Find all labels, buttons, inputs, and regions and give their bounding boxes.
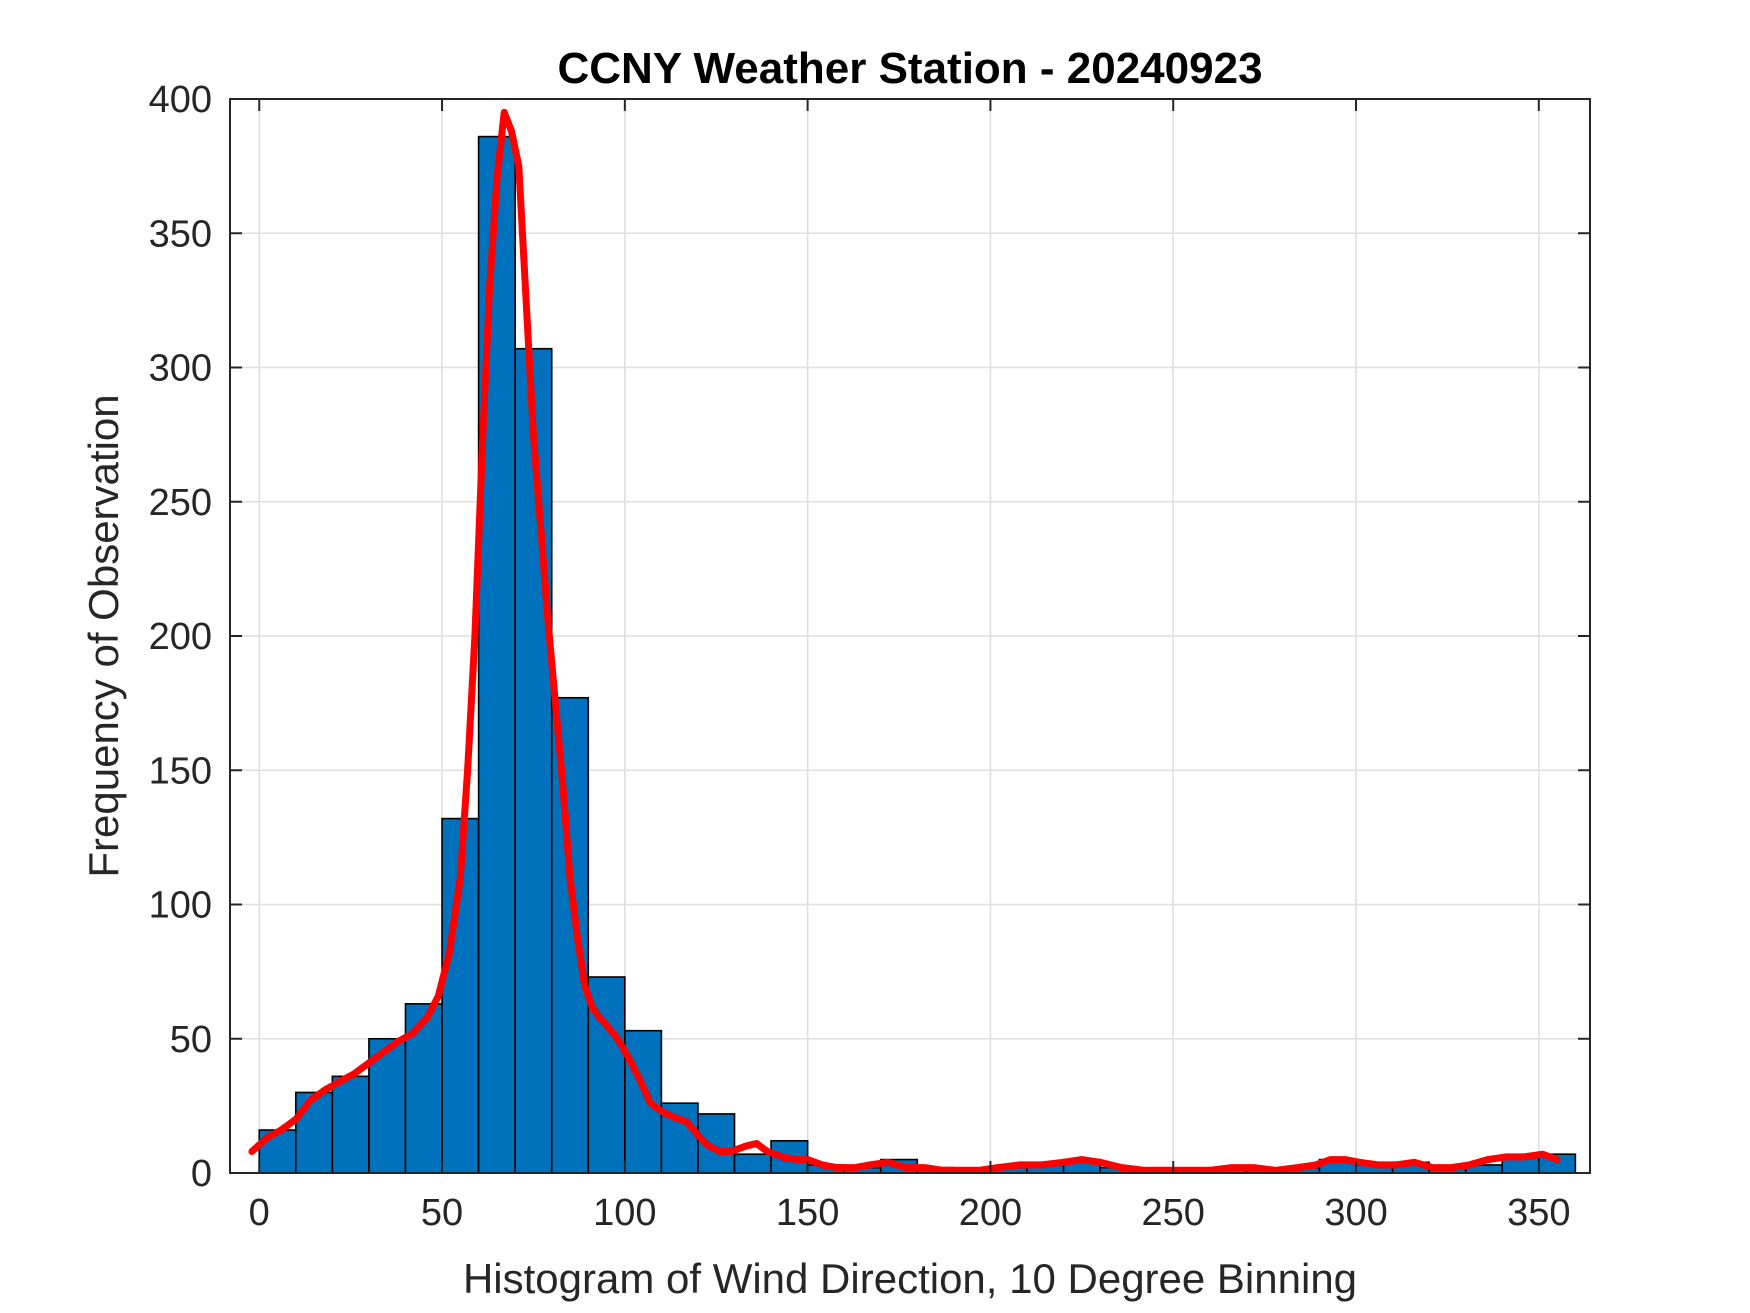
x-tick-label: 0 xyxy=(249,1192,270,1234)
fit-curve-line xyxy=(248,108,1561,1174)
y-tick-label: 0 xyxy=(191,1153,212,1195)
tick-labels-layer: 0 50 100 150 200 250 300 350 0 50 100 150 200 250 300 3… xyxy=(149,79,1571,1234)
y-tick-label: 250 xyxy=(149,482,212,524)
histogram-bar xyxy=(331,1075,370,1174)
x-tick-label: 150 xyxy=(776,1192,839,1234)
y-tick-label: 200 xyxy=(149,616,212,658)
y-tick-label: 100 xyxy=(149,885,212,927)
chart-title: CCNY Weather Station - 20240923 xyxy=(557,44,1262,93)
y-tick-label: 350 xyxy=(149,213,212,255)
histogram-bar xyxy=(624,1029,663,1174)
y-tick-label: 400 xyxy=(149,79,212,121)
fit-curve-layer xyxy=(248,108,1561,1174)
ticks-layer xyxy=(230,98,1590,1174)
histogram-bar xyxy=(733,1153,772,1174)
histogram-bar xyxy=(477,135,516,1174)
x-tick-label: 350 xyxy=(1507,1192,1570,1234)
x-tick-label: 50 xyxy=(421,1192,463,1234)
histogram-bar xyxy=(550,696,590,1174)
y-tick-label: 50 xyxy=(170,1019,212,1061)
x-tick-label: 250 xyxy=(1142,1192,1205,1234)
histogram-bar xyxy=(404,1003,443,1174)
x-axis-label: Histogram of Wind Direction, 10 Degree B… xyxy=(463,1255,1357,1302)
y-axis-label: Frequency of Observation xyxy=(80,394,127,877)
y-tick-label: 150 xyxy=(149,750,212,792)
x-tick-label: 100 xyxy=(593,1192,656,1234)
bars-layer xyxy=(258,135,1577,1174)
x-tick-label: 200 xyxy=(959,1192,1022,1234)
y-tick-label: 300 xyxy=(149,348,212,390)
x-tick-label: 300 xyxy=(1324,1192,1387,1234)
histogram-bar xyxy=(295,1091,334,1174)
